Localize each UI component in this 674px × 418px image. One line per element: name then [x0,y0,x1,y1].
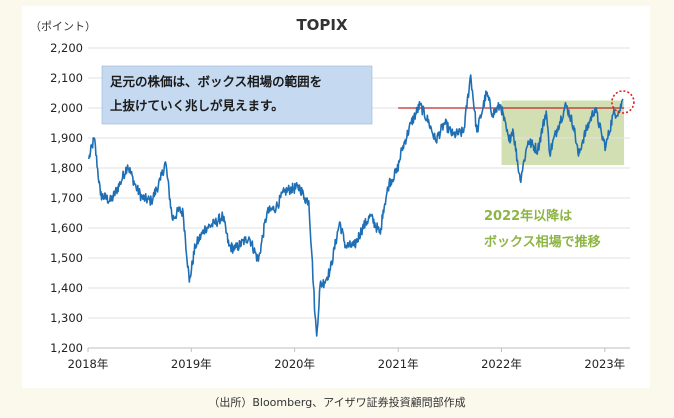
box-range-band [501,100,625,165]
breakout-circle [611,90,635,114]
y-tick-label: 1,500 [50,251,83,265]
x-tick-label: 2021年 [378,357,419,371]
x-tick-label: 2019年 [171,357,212,371]
y-tick-label: 1,800 [50,161,83,175]
y-tick-label: 1,600 [50,221,83,235]
source-note: （出所）Bloomberg、アイザワ証券投資顧問部作成 [208,396,466,409]
x-tick-label: 2020年 [274,357,315,371]
chart-title: TOPIX [296,16,348,34]
y-tick-label: 2,200 [50,41,83,55]
y-tick-label: 1,700 [50,191,83,205]
x-tick-label: 2023年 [584,357,625,371]
callout-line-1: 足元の株価は、ボックス相場の範囲を [110,74,322,89]
callout-line-2: 上抜けていく兆しが見えます。 [110,98,284,113]
box-label-line-1: 2022年以降は [484,208,572,224]
y-tick-label: 1,200 [50,341,83,355]
topix-chart: 1,200 1,300 1,400 1,500 1,600 1,700 1,800 1,900… [30,16,635,371]
topix-line [88,74,624,337]
y-tick-label: 1,400 [50,281,83,295]
y-tick-label: 2,000 [50,101,83,115]
chart-panel: 1,200 1,300 1,400 1,500 1,600 1,700 1,800 1,900… [22,6,650,388]
y-tick-label: 1,300 [50,311,83,325]
y-tick-label: 1,900 [50,131,83,145]
x-tick-label: 2018年 [68,357,109,371]
callout-box [101,65,373,125]
box-label-line-2: ボックス相場で推移 [484,234,601,250]
y-tick-label: 2,100 [50,71,83,85]
x-tick-label: 2022年 [481,357,522,371]
y-axis-label: （ポイント） [30,20,96,33]
